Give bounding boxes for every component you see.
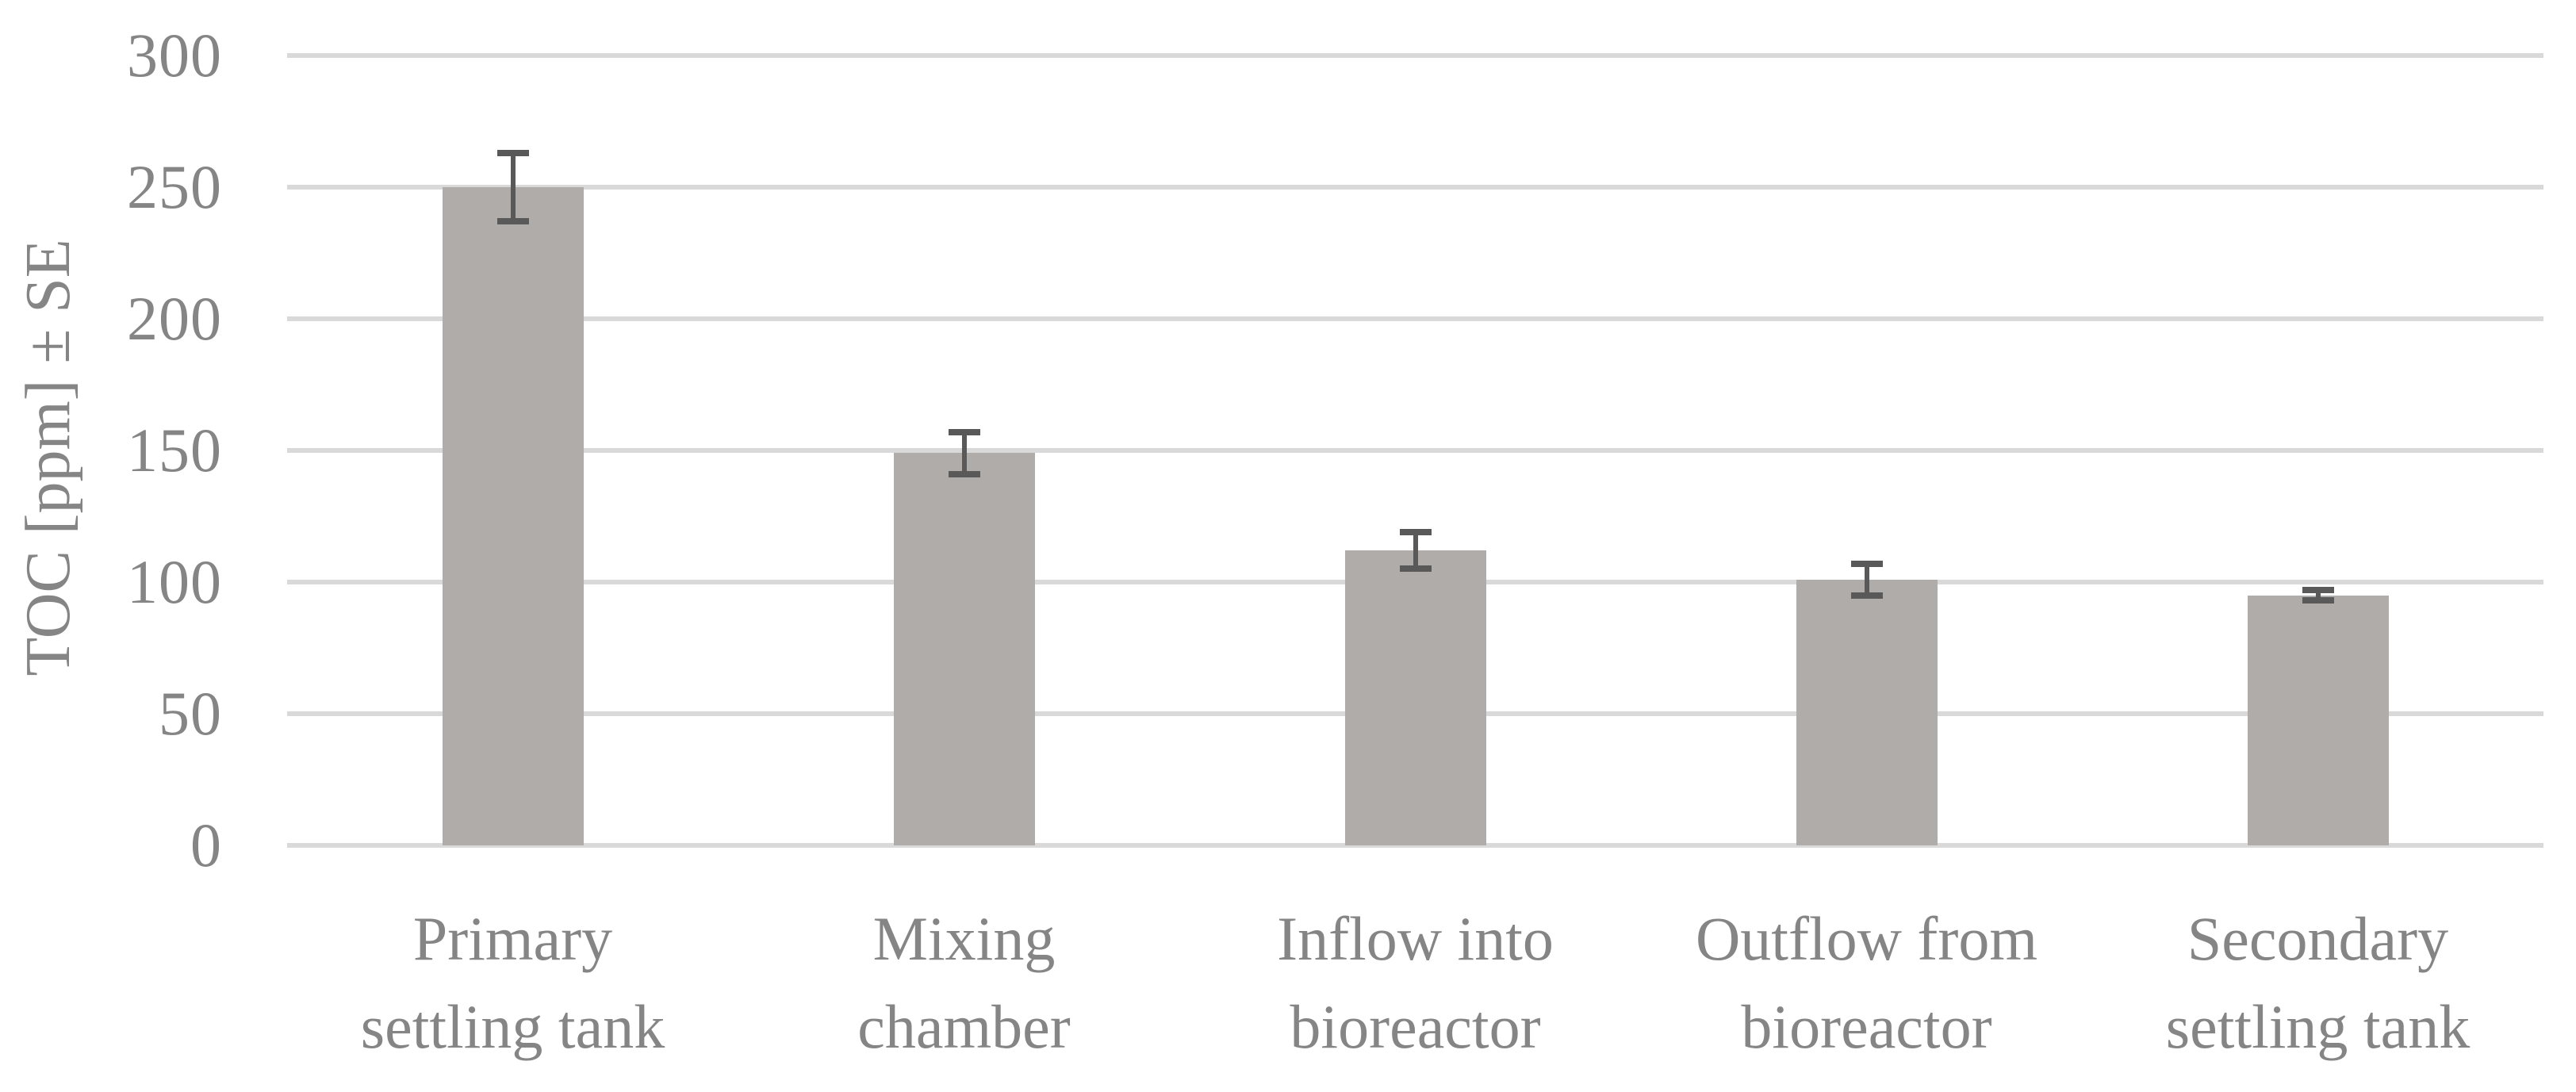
bar (1344, 550, 1486, 845)
y-tick-label: 50 (159, 679, 222, 748)
category-label-line: Inflow into (1277, 904, 1554, 973)
bar (893, 453, 1035, 845)
error-bar-whisker (510, 152, 516, 222)
gridline (287, 53, 2543, 58)
y-tick-label: 250 (127, 152, 222, 221)
error-bar-cap (2302, 597, 2334, 604)
error-bar-cap (948, 428, 980, 435)
error-bar-cap (496, 218, 529, 225)
error-bar-cap (1399, 528, 1432, 535)
gridline (287, 185, 2543, 190)
error-bar-cap (1399, 565, 1432, 573)
error-bar-cap (1850, 592, 1883, 599)
y-tick-label: 150 (127, 416, 222, 485)
y-tick-label: 100 (127, 547, 222, 616)
gridline (287, 316, 2543, 321)
category-label: Primary settling tank (263, 895, 762, 1071)
category-label-line: Outflow from (1695, 904, 2038, 973)
category-label-line: bioreactor (1741, 992, 1992, 1061)
category-label: Mixing chamber (715, 895, 1213, 1071)
gridline (287, 448, 2543, 453)
error-bar-whisker (1413, 531, 1418, 569)
error-bar-cap (2302, 586, 2334, 593)
category-label-line: settling tank (2165, 992, 2471, 1061)
category-label-line: Mixing (872, 904, 1056, 973)
error-bar-cap (496, 149, 529, 156)
error-bar-whisker (2315, 589, 2321, 601)
category-label: Outflow from bioreactor (1617, 895, 2116, 1071)
y-tick-label: 0 (190, 810, 222, 879)
error-bar-whisker (1864, 563, 1869, 596)
category-label-line: chamber (857, 992, 1071, 1061)
category-label-line: Secondary (2187, 904, 2449, 973)
error-bar-whisker (961, 431, 967, 474)
y-tick-label: 200 (127, 284, 222, 353)
category-label-line: settling tank (360, 992, 665, 1061)
bar (1796, 579, 1938, 845)
gridline (287, 843, 2543, 848)
y-tick-label: 300 (127, 21, 222, 90)
category-label: Inflow into bioreactor (1166, 895, 1665, 1071)
category-label: Secondary settling tank (2068, 895, 2567, 1071)
error-bar-cap (1850, 560, 1883, 567)
error-bar-cap (948, 470, 980, 477)
bar (442, 187, 584, 845)
category-label-line: Primary (412, 904, 613, 973)
bar (2247, 595, 2389, 845)
category-label-line: bioreactor (1290, 992, 1541, 1061)
